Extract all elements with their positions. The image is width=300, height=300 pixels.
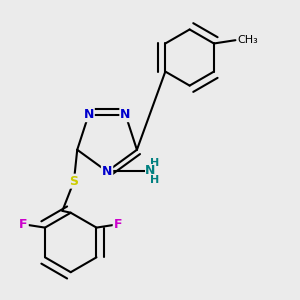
Text: N: N [102,165,112,178]
Text: N: N [145,164,155,177]
Text: F: F [114,218,122,231]
Text: CH₃: CH₃ [237,35,258,45]
Text: S: S [69,175,78,188]
Text: H: H [150,176,159,185]
Text: N: N [120,108,131,121]
Text: N: N [83,108,94,121]
Text: H: H [150,158,159,167]
Text: F: F [19,218,28,231]
